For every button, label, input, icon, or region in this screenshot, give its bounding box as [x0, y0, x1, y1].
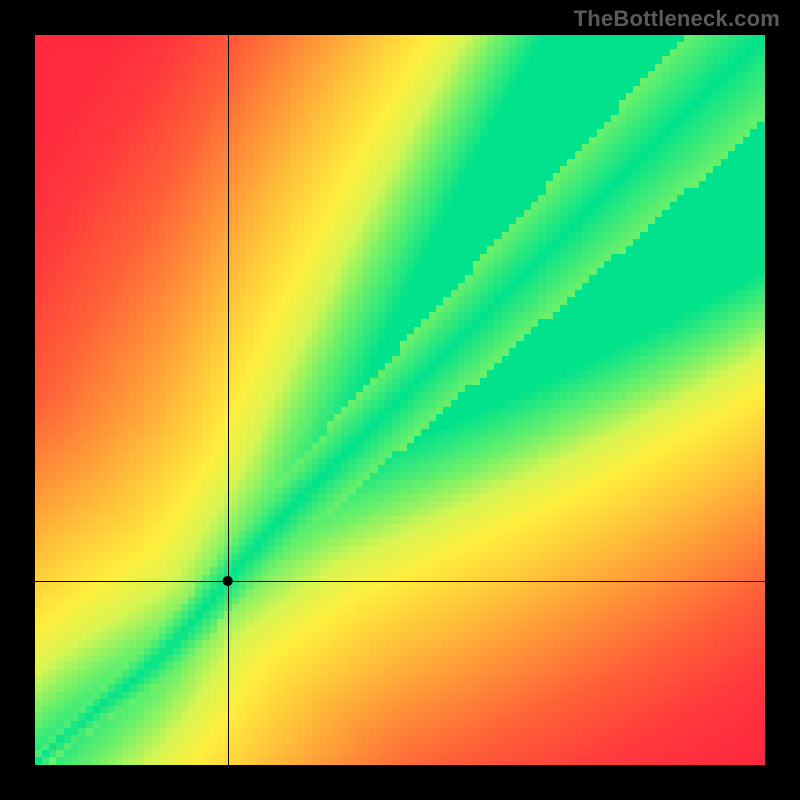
watermark-text: TheBottleneck.com	[574, 6, 780, 32]
bottleneck-heatmap	[35, 35, 765, 765]
chart-container: TheBottleneck.com	[0, 0, 800, 800]
